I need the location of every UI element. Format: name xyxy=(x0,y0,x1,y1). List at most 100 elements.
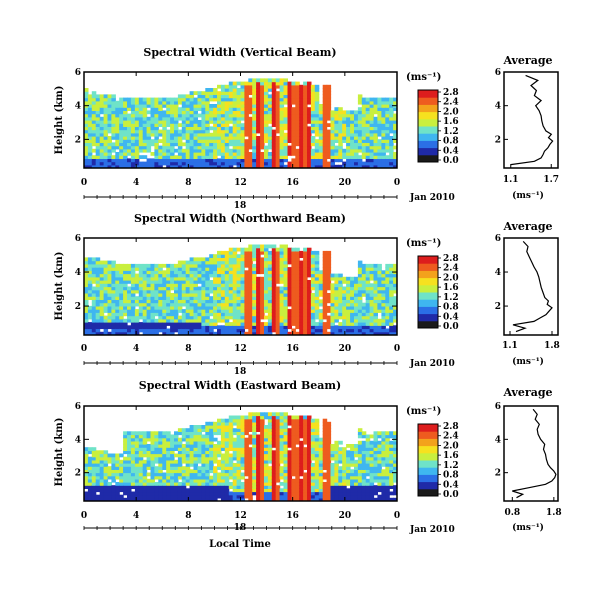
heatmap-cell xyxy=(123,431,128,436)
heatmap-cell xyxy=(189,113,195,118)
heatmap-cell xyxy=(146,161,152,166)
heatmap-cell xyxy=(260,440,265,445)
heatmap-cell xyxy=(217,293,222,297)
heatmap-cell xyxy=(166,136,171,140)
heatmap-cell xyxy=(275,257,281,262)
heatmap-cell xyxy=(224,136,230,140)
heatmap-cell xyxy=(252,485,257,489)
colorbar-swatch xyxy=(418,147,438,156)
heatmap-cell xyxy=(111,100,116,105)
heatmap-cell xyxy=(232,120,238,124)
heatmap-cell xyxy=(99,482,105,486)
heatmap-cell xyxy=(91,94,97,99)
heatmap-cell xyxy=(177,142,183,147)
heatmap-cell xyxy=(201,123,206,127)
heatmap-cell xyxy=(236,475,242,480)
heatmap-cell xyxy=(87,472,93,477)
heatmap-cell xyxy=(385,302,390,307)
heatmap-cell xyxy=(84,267,89,271)
heatmap-cell xyxy=(213,126,218,131)
heatmap-cell xyxy=(127,161,132,166)
heatmap-cell xyxy=(373,161,378,166)
heatmap-cell xyxy=(279,116,285,121)
heatmap-cell xyxy=(338,322,343,326)
heatmap-cell xyxy=(189,97,195,102)
heatmap-cell xyxy=(193,132,198,137)
heatmap-cell xyxy=(181,260,187,265)
heatmap-cell xyxy=(244,459,249,464)
heatmap-cell xyxy=(303,139,308,143)
heatmap-cell xyxy=(322,129,328,134)
heatmap-cell xyxy=(119,315,124,320)
heatmap-cell xyxy=(256,126,261,131)
heatmap-cell xyxy=(170,488,175,493)
heatmap-cell xyxy=(322,100,328,105)
heatmap-cell xyxy=(127,315,132,320)
heatmap-cell xyxy=(217,312,222,317)
heatmap-cell xyxy=(193,325,198,330)
heatmap-cell xyxy=(310,273,316,278)
heatmap-cell xyxy=(209,139,214,143)
heatmap-cell xyxy=(197,328,202,333)
heatmap-cell xyxy=(217,273,222,278)
heatmap-cell xyxy=(365,289,371,294)
heatmap-cell xyxy=(330,328,335,333)
heatmap-cell xyxy=(174,280,179,284)
heatmap-cell xyxy=(177,305,183,310)
heatmap-cell xyxy=(134,312,140,317)
x-tick-label: 20 xyxy=(339,178,352,188)
heatmap-cell xyxy=(256,482,261,486)
heatmap-cell xyxy=(260,418,265,423)
colorbar-swatch xyxy=(418,90,438,98)
heatmap-cell xyxy=(185,305,191,310)
heatmap-cell xyxy=(91,494,97,499)
heatmap-cell xyxy=(154,120,159,124)
heatmap-cell xyxy=(217,97,222,102)
heatmap-cell xyxy=(224,104,230,108)
heatmap-cell xyxy=(307,286,312,291)
heatmap-cell xyxy=(91,293,97,297)
heatmap-cell xyxy=(385,331,390,335)
heatmap-cell xyxy=(256,312,261,317)
heatmap-cell xyxy=(252,123,257,127)
heatmap-cell xyxy=(177,123,183,127)
heatmap-cell xyxy=(134,463,140,467)
heatmap-cell xyxy=(150,322,155,326)
heatmap-cell xyxy=(197,273,202,278)
heatmap-cell xyxy=(275,488,281,493)
heatmap-cell xyxy=(365,283,371,288)
heatmap-cell xyxy=(236,318,242,323)
heatmap-cell xyxy=(244,273,249,278)
heatmap-cell xyxy=(87,257,93,262)
heatmap-cell xyxy=(213,116,218,121)
heatmap-cell xyxy=(228,299,234,304)
colorbar-swatch xyxy=(418,97,438,105)
heatmap-cell xyxy=(189,497,195,501)
heatmap-cell xyxy=(256,289,261,294)
heatmap-cell xyxy=(338,325,343,330)
heatmap-cell xyxy=(177,491,183,496)
heatmap-cell xyxy=(279,276,285,281)
heatmap-cell xyxy=(146,276,152,281)
heatmap-cell xyxy=(264,293,269,297)
heatmap-cell xyxy=(127,434,132,439)
heatmap-cell xyxy=(142,440,148,445)
heatmap-cell xyxy=(248,312,253,317)
heatmap-cell xyxy=(232,450,238,455)
heatmap-cell xyxy=(260,309,265,313)
heatmap-cell xyxy=(322,97,328,102)
heatmap-cell xyxy=(177,289,183,294)
heatmap-cell xyxy=(236,273,242,278)
heatmap-cell xyxy=(267,325,273,330)
heatmap-cell xyxy=(264,148,269,153)
heatmap-cell xyxy=(369,270,375,275)
heatmap-cell xyxy=(146,472,152,477)
heatmap-cell xyxy=(385,110,390,115)
heatmap-cell xyxy=(287,107,292,111)
heatmap-cell xyxy=(365,104,371,108)
heatmap-cell xyxy=(127,104,132,108)
heatmap-cell xyxy=(115,469,120,474)
heatmap-cell xyxy=(123,116,128,121)
heatmap-cell xyxy=(248,466,253,470)
heatmap-cell xyxy=(158,158,163,163)
